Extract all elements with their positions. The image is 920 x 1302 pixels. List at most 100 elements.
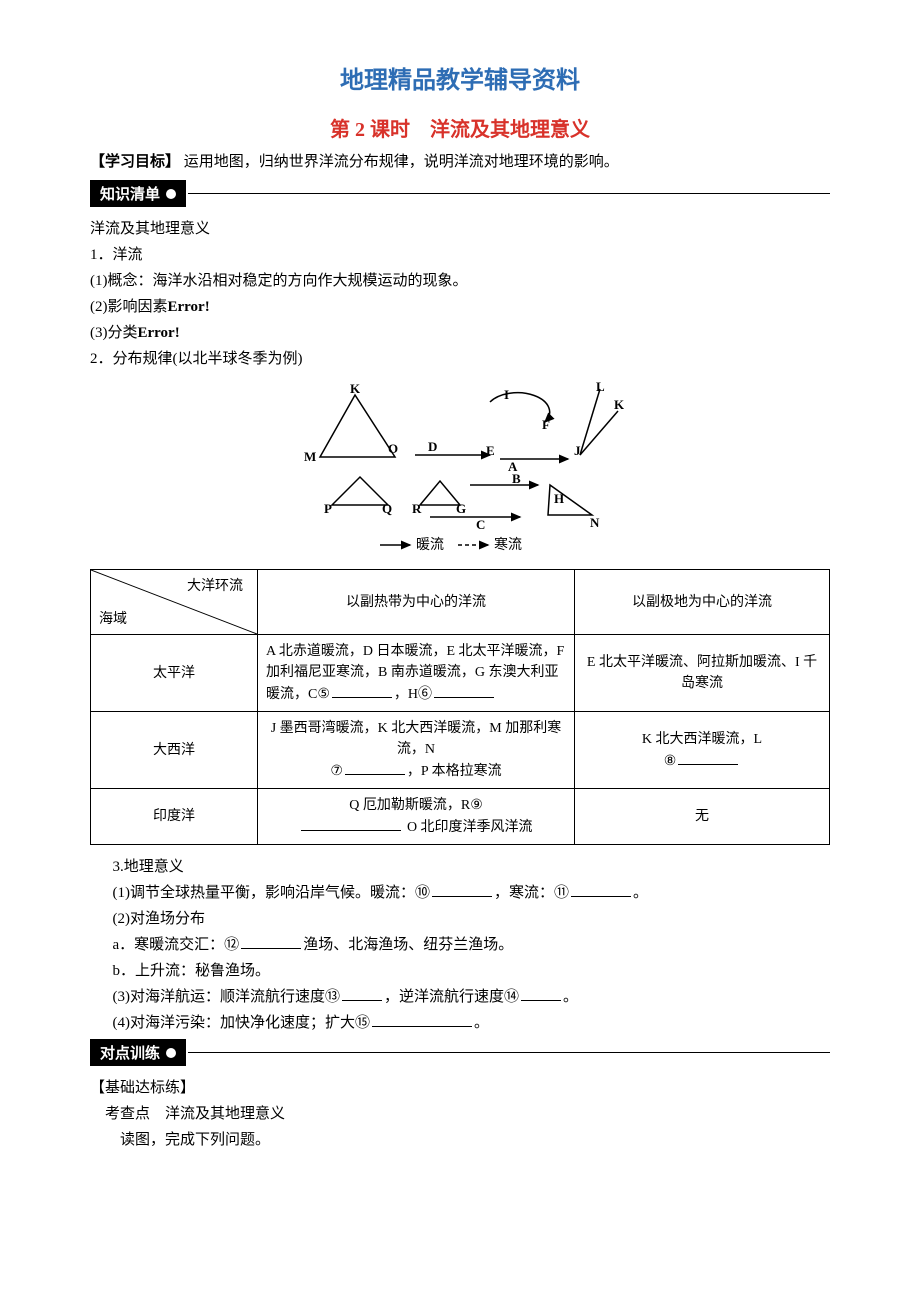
ocean-current-diagram: 暖流 寒流 K M O D E A I F J L K P Q R G B C … (90, 377, 830, 557)
text: (4)对海洋污染：加快净化速度；扩大 (113, 1015, 356, 1031)
s3-title: 3.地理意义 (113, 855, 831, 879)
s3-4: (4)对海洋污染：加快净化速度；扩大⑮。 (113, 1011, 831, 1035)
th-col2: 以副热带为中心的洋流 (258, 570, 575, 635)
cell-indian-3: 无 (575, 789, 830, 845)
table-row: 太平洋 A 北赤道暖流，D 日本暖流，E 北太平洋暖流，F 加利福尼亚寒流，B … (91, 635, 830, 712)
cell-pacific-3: E 北太平洋暖流、阿拉斯加暖流、I 千岛寒流 (575, 635, 830, 712)
read-line: 读图，完成下列问题。 (120, 1128, 830, 1152)
text: O 北印度洋季风洋流 (407, 820, 533, 835)
diagonal-header-cell: 大洋环流 海域 (91, 570, 258, 635)
basic-heading: 【基础达标练】 (90, 1076, 830, 1100)
table-row: 印度洋 Q 厄加勒斯暖流，R⑨ O 北印度洋季风洋流 无 (91, 789, 830, 845)
s3-1: (1)调节全球热量平衡，影响沿岸气候。暖流：⑩，寒流：⑪。 (113, 881, 831, 905)
error-text-1: Error! (168, 299, 210, 315)
blank-11 (571, 881, 631, 897)
s1-title: 1．洋流 (90, 243, 830, 267)
text: 。 (563, 989, 578, 1005)
circled-14: ⑭ (504, 989, 519, 1005)
svg-text:M: M (304, 449, 316, 464)
svg-text:I: I (504, 387, 509, 402)
svg-text:L: L (596, 379, 605, 394)
s1-1: (1)概念：海洋水沿相对稳定的方向作大规模运动的现象。 (90, 269, 830, 293)
svg-text:Q: Q (382, 501, 392, 516)
circled-9: ⑨ (470, 798, 483, 813)
goal-text: 运用地图，归纳世界洋流分布规律，说明洋流对地理环境的影响。 (184, 154, 619, 170)
blank-15 (372, 1011, 472, 1027)
text: (3)对海洋航运：顺洋流航行速度 (113, 989, 326, 1005)
pill-dot-icon (166, 1048, 176, 1058)
circled-13: ⑬ (325, 989, 340, 1005)
error-text-2: Error! (138, 325, 180, 341)
blank-10 (432, 881, 492, 897)
svg-text:K: K (350, 381, 361, 396)
diag-bottom-label: 海域 (99, 609, 127, 630)
svg-text:B: B (512, 471, 521, 486)
blank-8 (678, 750, 738, 765)
cell-atlantic-2: J 墨西哥湾暖流，K 北大西洋暖流，M 加那利寒流，N ⑦ ，P 本格拉寒流 (258, 712, 575, 789)
knowledge-heading-row: 知识清单 (90, 180, 830, 207)
blank-6 (434, 683, 494, 698)
circled-8: ⑧ (664, 754, 677, 769)
cell-indian: 印度洋 (91, 789, 258, 845)
s1-2-pre: (2)影响因素 (90, 299, 168, 315)
pill-rule-line (188, 1052, 830, 1053)
circled-7: ⑦ (330, 764, 343, 779)
legend-cold-label: 寒流 (494, 536, 522, 553)
text: ，P 本格拉寒流 (407, 764, 502, 779)
s3-2a: a．寒暖流交汇：⑫渔场、北海渔场、纽芬兰渔场。 (113, 933, 831, 957)
blank-14 (521, 985, 561, 1001)
svg-text:N: N (590, 515, 600, 530)
diag-top-label: 大洋环流 (187, 576, 243, 597)
practice-pill: 对点训练 (90, 1039, 186, 1066)
exam-point: 考查点 洋流及其地理意义 (105, 1102, 830, 1126)
s1-3-pre: (3)分类 (90, 325, 138, 341)
cell-indian-2: Q 厄加勒斯暖流，R⑨ O 北印度洋季风洋流 (258, 789, 575, 845)
table-row: 大西洋 J 墨西哥湾暖流，K 北大西洋暖流，M 加那利寒流，N ⑦ ，P 本格拉寒流… (91, 712, 830, 789)
blank-12 (241, 933, 301, 949)
s1-2: (2)影响因素Error! (90, 295, 830, 319)
blank-5 (332, 683, 392, 698)
svg-text:C: C (476, 517, 485, 532)
ocean-table: 大洋环流 海域 以副热带为中心的洋流 以副极地为中心的洋流 太平洋 A 北赤道暖… (90, 569, 830, 845)
s3-3: (3)对海洋航运：顺洋流航行速度⑬ ，逆洋流航行速度⑭ 。 (113, 985, 831, 1009)
pill-rule-line (188, 193, 830, 194)
blank-13 (342, 985, 382, 1001)
knowledge-pill: 知识清单 (90, 180, 186, 207)
practice-heading-row: 对点训练 (90, 1039, 830, 1066)
knowledge-pill-label: 知识清单 (100, 183, 160, 204)
svg-text:K: K (614, 397, 625, 412)
text: K 北大西洋暖流，L (642, 732, 762, 747)
text: ，H (394, 687, 418, 702)
cell-atlantic: 大西洋 (91, 712, 258, 789)
svg-text:F: F (542, 417, 550, 432)
table-header-row: 大洋环流 海域 以副热带为中心的洋流 以副极地为中心的洋流 (91, 570, 830, 635)
svg-text:J: J (574, 443, 581, 458)
top-title: 地理精品教学辅导资料 (90, 60, 830, 95)
lesson-title: 第 2 课时 洋流及其地理意义 (90, 113, 830, 142)
svg-text:O: O (388, 441, 398, 456)
text: ，逆洋流航行速度 (384, 989, 504, 1005)
s2-title: 2．分布规律(以北半球冬季为例) (90, 347, 830, 371)
cell-atlantic-3: K 北大西洋暖流，L ⑧ (575, 712, 830, 789)
goal-label: 【学习目标】 (90, 154, 180, 170)
blank-7 (345, 760, 405, 775)
svg-text:D: D (428, 439, 437, 454)
diagram-svg: 暖流 寒流 K M O D E A I F J L K P Q R G B C … (290, 377, 630, 557)
th-col3: 以副极地为中心的洋流 (575, 570, 830, 635)
circled-5: ⑤ (317, 687, 330, 702)
svg-text:G: G (456, 501, 466, 516)
section-heading: 洋流及其地理意义 (90, 217, 830, 241)
text: Q 厄加勒斯暖流，R (349, 798, 470, 813)
circled-10: ⑩ (415, 885, 430, 901)
text: 。 (633, 885, 648, 901)
legend-warm-label: 暖流 (416, 537, 444, 553)
learning-goal-line: 【学习目标】 运用地图，归纳世界洋流分布规律，说明洋流对地理环境的影响。 (90, 150, 830, 174)
s1-3: (3)分类Error! (90, 321, 830, 345)
practice-pill-label: 对点训练 (100, 1042, 160, 1063)
text: J 墨西哥湾暖流，K 北大西洋暖流，M 加那利寒流，N (271, 721, 562, 757)
text: 渔场、北海渔场、纽芬兰渔场。 (303, 937, 513, 953)
svg-text:H: H (554, 491, 564, 506)
blank-9 (301, 816, 401, 831)
s3-2: (2)对渔场分布 (113, 907, 831, 931)
svg-text:R: R (412, 501, 422, 516)
